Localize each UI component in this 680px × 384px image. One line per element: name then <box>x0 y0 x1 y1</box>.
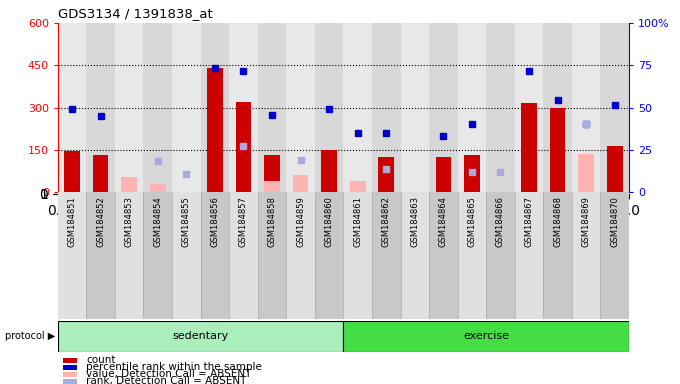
Bar <box>63 372 77 377</box>
Text: value, Detection Call = ABSENT: value, Detection Call = ABSENT <box>86 369 252 379</box>
Bar <box>286 192 315 319</box>
Bar <box>343 192 372 319</box>
Text: GSM184855: GSM184855 <box>182 196 191 247</box>
Text: GSM184869: GSM184869 <box>581 196 591 247</box>
Text: GSM184857: GSM184857 <box>239 196 248 247</box>
Text: percentile rank within the sample: percentile rank within the sample <box>86 362 262 372</box>
Text: GSM184860: GSM184860 <box>324 196 334 247</box>
Bar <box>143 192 172 319</box>
Bar <box>201 23 229 192</box>
Bar <box>372 192 401 319</box>
Text: GSM184861: GSM184861 <box>353 196 362 247</box>
Bar <box>64 151 80 192</box>
Bar <box>115 192 143 319</box>
Bar <box>572 23 600 192</box>
Text: GSM184854: GSM184854 <box>153 196 163 247</box>
Bar <box>172 192 201 319</box>
Text: GSM184867: GSM184867 <box>524 196 534 247</box>
Bar <box>435 157 452 192</box>
Text: count: count <box>86 356 116 366</box>
Bar <box>229 23 258 192</box>
Bar <box>63 358 77 363</box>
Bar <box>63 365 77 370</box>
FancyBboxPatch shape <box>58 321 343 352</box>
Bar <box>121 177 137 192</box>
Bar <box>150 184 166 192</box>
Text: GSM184870: GSM184870 <box>610 196 619 247</box>
Bar <box>521 103 537 192</box>
Bar <box>543 192 572 319</box>
Text: sedentary: sedentary <box>173 331 228 341</box>
Text: GSM184856: GSM184856 <box>210 196 220 247</box>
Bar <box>401 192 429 319</box>
Bar <box>86 23 115 192</box>
Bar <box>143 23 172 192</box>
Bar <box>543 23 572 192</box>
Bar <box>201 192 229 319</box>
Bar <box>401 23 429 192</box>
Text: GSM184858: GSM184858 <box>267 196 277 247</box>
Bar <box>207 68 223 192</box>
Bar <box>429 192 458 319</box>
Bar <box>578 154 594 192</box>
Bar <box>607 146 623 192</box>
Bar <box>63 379 77 384</box>
Bar <box>486 23 515 192</box>
Bar <box>86 192 115 319</box>
Bar <box>115 23 143 192</box>
Text: GSM184852: GSM184852 <box>96 196 105 247</box>
Bar <box>172 23 201 192</box>
Bar <box>315 23 343 192</box>
Bar <box>372 23 401 192</box>
Bar <box>458 23 486 192</box>
Bar <box>464 156 480 192</box>
Bar <box>58 192 86 319</box>
Bar <box>515 192 543 319</box>
Bar <box>264 181 280 192</box>
Bar <box>286 23 315 192</box>
Bar <box>321 150 337 192</box>
Text: GSM184853: GSM184853 <box>124 196 134 247</box>
Bar <box>486 192 515 319</box>
Bar <box>572 192 600 319</box>
Bar <box>264 156 280 192</box>
Bar <box>229 192 258 319</box>
Bar <box>315 192 343 319</box>
Text: GSM184865: GSM184865 <box>467 196 477 247</box>
Text: protocol ▶: protocol ▶ <box>5 331 55 341</box>
Text: GSM184866: GSM184866 <box>496 196 505 247</box>
Text: GSM184864: GSM184864 <box>439 196 448 247</box>
Bar <box>258 192 286 319</box>
Bar <box>58 23 86 192</box>
FancyBboxPatch shape <box>343 321 629 352</box>
Bar <box>515 23 543 192</box>
Bar <box>600 23 629 192</box>
Text: GSM184859: GSM184859 <box>296 196 305 247</box>
Bar <box>378 157 394 192</box>
Bar <box>292 175 309 192</box>
Text: GSM184862: GSM184862 <box>381 196 391 247</box>
Bar <box>343 23 372 192</box>
Bar <box>458 192 486 319</box>
Bar <box>549 108 566 192</box>
Text: GDS3134 / 1391838_at: GDS3134 / 1391838_at <box>58 7 213 20</box>
Bar <box>235 102 252 192</box>
Bar <box>92 156 109 192</box>
Bar <box>600 192 629 319</box>
Bar <box>350 181 366 192</box>
Text: GSM184868: GSM184868 <box>553 196 562 247</box>
Text: GSM184863: GSM184863 <box>410 196 420 247</box>
Text: exercise: exercise <box>463 331 509 341</box>
Bar <box>429 23 458 192</box>
Text: rank, Detection Call = ABSENT: rank, Detection Call = ABSENT <box>86 376 247 384</box>
Bar <box>258 23 286 192</box>
Text: GSM184851: GSM184851 <box>67 196 77 247</box>
